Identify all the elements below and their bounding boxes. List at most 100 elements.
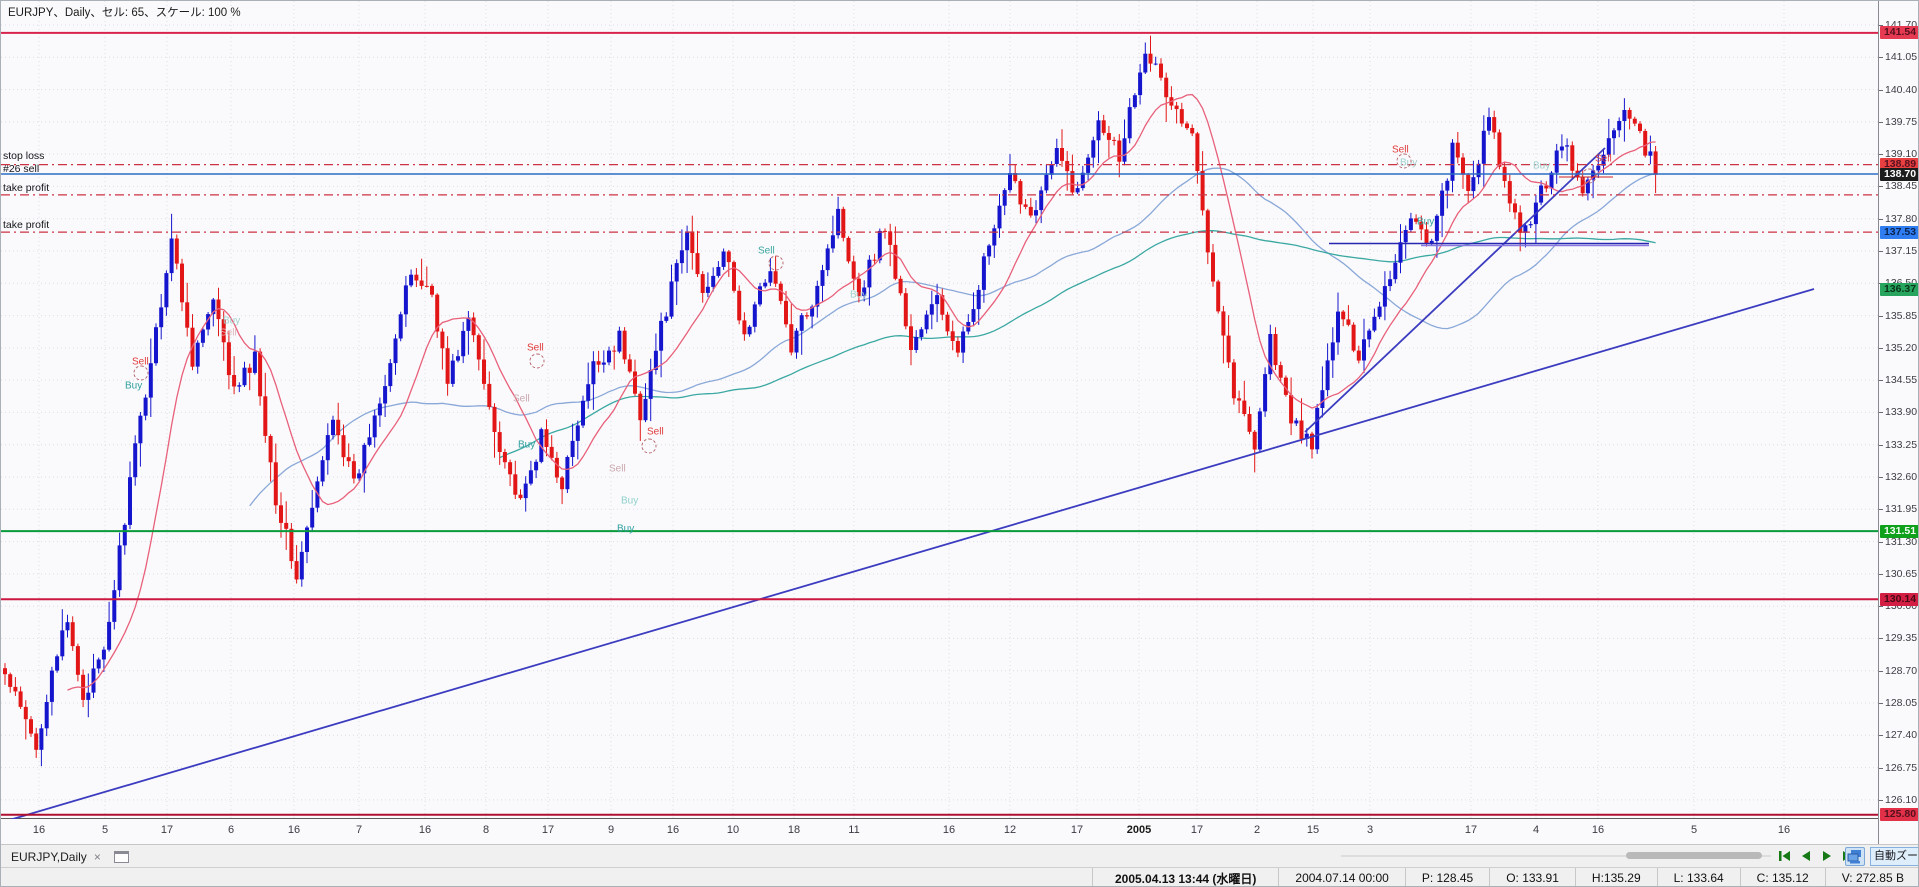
price-tick-label: 128.05 bbox=[1885, 697, 1918, 709]
step-back-icon[interactable] bbox=[1798, 848, 1814, 864]
auto-zoom-button[interactable]: 自動ズー bbox=[1870, 847, 1918, 866]
price-tick-label: 133.90 bbox=[1885, 406, 1918, 418]
chart-scrollbar-thumb[interactable] bbox=[1626, 852, 1762, 859]
status-segment-7: V: 272.85 B bbox=[1824, 868, 1918, 886]
status-segment-0: 2005.04.13 13:44 (水曜日) bbox=[1091, 868, 1278, 886]
price-tick-mark bbox=[1879, 509, 1883, 510]
status-segment-2: P: 128.45 bbox=[1404, 868, 1489, 886]
date-tick-label: 17 bbox=[1070, 824, 1084, 836]
status-bar: 2005.04.13 13:44 (水曜日) 2004.07.14 00:00 P:… bbox=[1, 867, 1918, 886]
chart-plot-area[interactable] bbox=[1, 1, 1878, 819]
price-badge: 131.51 bbox=[1880, 525, 1918, 538]
price-tick-label: 132.60 bbox=[1885, 471, 1918, 483]
price-tick-mark bbox=[1879, 735, 1883, 736]
date-tick-label: 10 bbox=[726, 824, 740, 836]
price-tick-label: 127.40 bbox=[1885, 729, 1918, 741]
price-tick-label: 137.15 bbox=[1885, 245, 1918, 257]
price-badge: 136.37 bbox=[1880, 283, 1918, 296]
price-tick-label: 137.80 bbox=[1885, 213, 1918, 225]
candlestick-chart bbox=[1, 1, 1878, 819]
price-tick-label: 135.20 bbox=[1885, 342, 1918, 354]
price-tick-mark bbox=[1879, 638, 1883, 639]
price-tick-label: 139.10 bbox=[1885, 148, 1918, 160]
date-tick-label: 6 bbox=[227, 824, 235, 836]
price-badge: 141.54 bbox=[1880, 26, 1918, 39]
date-tick-label: 3 bbox=[1366, 824, 1374, 836]
date-tick-label: 17 bbox=[1464, 824, 1478, 836]
chart-tab-bar: EURJPY,Daily × 自動ズー bbox=[1, 844, 1918, 867]
date-tick-label: 16 bbox=[942, 824, 956, 836]
new-window-icon[interactable] bbox=[113, 850, 129, 863]
date-tick-label: 2 bbox=[1253, 824, 1261, 836]
date-tick-label: 16 bbox=[418, 824, 432, 836]
price-tick-mark bbox=[1879, 606, 1883, 607]
price-tick-label: 130.65 bbox=[1885, 568, 1918, 580]
status-segment-5: L: 133.64 bbox=[1656, 868, 1740, 886]
tab-eurjpy-daily[interactable]: EURJPY,Daily × bbox=[5, 847, 135, 866]
price-tick-label: 135.85 bbox=[1885, 310, 1918, 322]
price-tick-mark bbox=[1879, 671, 1883, 672]
price-tick-label: 134.55 bbox=[1885, 374, 1918, 386]
date-tick-label: 5 bbox=[101, 824, 109, 836]
price-tick-label: 129.35 bbox=[1885, 632, 1918, 644]
price-badge: 137.53 bbox=[1880, 226, 1918, 239]
cascade-windows-icon[interactable] bbox=[1845, 847, 1865, 866]
price-tick-mark bbox=[1879, 574, 1883, 575]
price-tick-label: 126.10 bbox=[1885, 794, 1918, 806]
price-tick-label: 140.40 bbox=[1885, 84, 1918, 96]
price-tick-mark bbox=[1879, 412, 1883, 413]
price-tick-label: 139.75 bbox=[1885, 116, 1918, 128]
status-segment-6: C: 135.12 bbox=[1739, 868, 1825, 886]
date-tick-label: 16 bbox=[287, 824, 301, 836]
price-tick-label: 138.45 bbox=[1885, 180, 1918, 192]
chart-info-label: EURJPY、Daily、セル: 65、スケール: 100 % bbox=[8, 7, 241, 19]
price-tick-mark bbox=[1879, 219, 1883, 220]
date-tick-label: 17 bbox=[541, 824, 555, 836]
price-badge: 125.80 bbox=[1880, 808, 1918, 821]
price-tick-mark bbox=[1879, 800, 1883, 801]
price-badge: 138.89 bbox=[1880, 158, 1918, 171]
price-badge: 138.70 bbox=[1880, 168, 1918, 181]
price-tick-mark bbox=[1879, 542, 1883, 543]
price-tick-label: 131.30 bbox=[1885, 536, 1918, 548]
price-badge: 130.14 bbox=[1880, 593, 1918, 606]
date-tick-label: 5 bbox=[1690, 824, 1698, 836]
date-tick-label: 16 bbox=[1591, 824, 1605, 836]
price-tick-label: 131.95 bbox=[1885, 503, 1918, 515]
tab-label: EURJPY,Daily bbox=[11, 849, 87, 864]
skip-to-start-icon[interactable] bbox=[1777, 848, 1793, 864]
date-tick-label: 18 bbox=[787, 824, 801, 836]
price-axis[interactable]: 141.70 141.05 140.40 139.75 139.10 138.45 137.… bbox=[1878, 1, 1918, 844]
price-tick-mark bbox=[1879, 445, 1883, 446]
price-tick-mark bbox=[1879, 316, 1883, 317]
price-tick-mark bbox=[1879, 251, 1883, 252]
close-icon[interactable]: × bbox=[93, 849, 101, 864]
price-tick-mark bbox=[1879, 380, 1883, 381]
status-segment-4: H:135.29 bbox=[1574, 868, 1657, 886]
date-tick-label: 16 bbox=[666, 824, 680, 836]
price-tick-mark bbox=[1879, 57, 1883, 58]
status-segment-1: 2004.07.14 00:00 bbox=[1278, 868, 1404, 886]
price-tick-mark bbox=[1879, 768, 1883, 769]
price-tick-label: 126.75 bbox=[1885, 762, 1918, 774]
date-tick-label: 9 bbox=[607, 824, 615, 836]
price-tick-label: 133.25 bbox=[1885, 439, 1918, 451]
date-tick-label: 17 bbox=[1190, 824, 1204, 836]
chart-scrollbar-track[interactable] bbox=[1341, 855, 1771, 857]
price-tick-label: 128.70 bbox=[1885, 665, 1918, 677]
date-tick-label: 17 bbox=[160, 824, 174, 836]
time-axis[interactable]: 16 5 17 6 16 7 16 8 17 9 16 10 18 11 16 12 17 2005 17 2 15 3 1… bbox=[1, 819, 1878, 844]
price-tick-mark bbox=[1879, 25, 1883, 26]
price-tick-mark bbox=[1879, 154, 1883, 155]
step-forward-icon[interactable] bbox=[1819, 848, 1835, 864]
date-tick-label: 8 bbox=[482, 824, 490, 836]
date-tick-label: 4 bbox=[1532, 824, 1540, 836]
date-tick-label: 12 bbox=[1003, 824, 1017, 836]
price-tick-mark bbox=[1879, 122, 1883, 123]
date-tick-label: 15 bbox=[1306, 824, 1320, 836]
price-tick-mark bbox=[1879, 348, 1883, 349]
date-tick-label: 16 bbox=[1777, 824, 1791, 836]
price-tick-label: 141.05 bbox=[1885, 51, 1918, 63]
date-tick-label: 7 bbox=[355, 824, 363, 836]
